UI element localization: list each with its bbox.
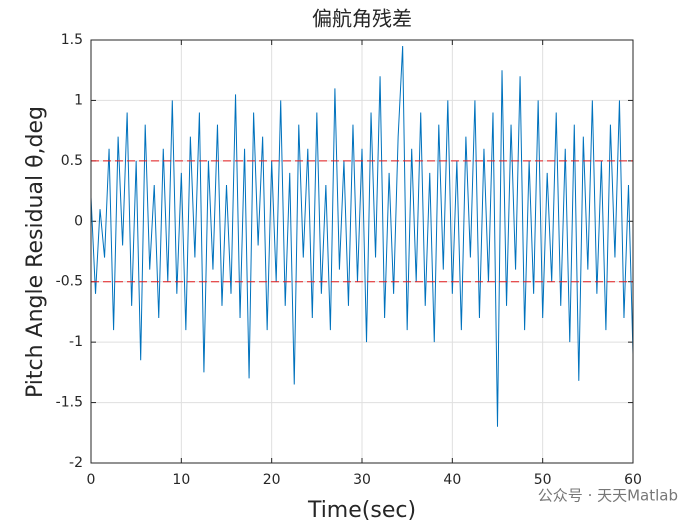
y-tick-label: 0.5: [61, 153, 83, 169]
y-tick-label: -0.5: [56, 274, 83, 290]
y-tick-label: 0: [74, 213, 83, 229]
y-tick-label: 1: [74, 92, 83, 108]
y-tick-label: -1: [69, 334, 83, 350]
x-tick-label: 0: [87, 472, 96, 488]
y-tick-label: -2: [69, 455, 83, 471]
x-tick-label: 10: [172, 472, 190, 488]
axes-box: [90, 39, 634, 464]
x-tick-label: 50: [534, 472, 552, 488]
x-tick-label: 60: [624, 472, 642, 488]
y-tick-label: -1.5: [56, 395, 83, 411]
chart-title: 偏航角残差: [312, 7, 412, 31]
y-tick-label: 1.5: [61, 32, 83, 48]
x-tick-label: 20: [263, 472, 281, 488]
x-tick-label: 40: [443, 472, 461, 488]
x-axis-label: Time(sec): [307, 498, 416, 523]
data-line: [90, 46, 634, 427]
watermark: 公众号 · 天天Matlab: [538, 487, 678, 505]
x-tick-label: 30: [353, 472, 371, 488]
y-axis-label: Pitch Angle Residual θ,deg: [23, 106, 48, 398]
